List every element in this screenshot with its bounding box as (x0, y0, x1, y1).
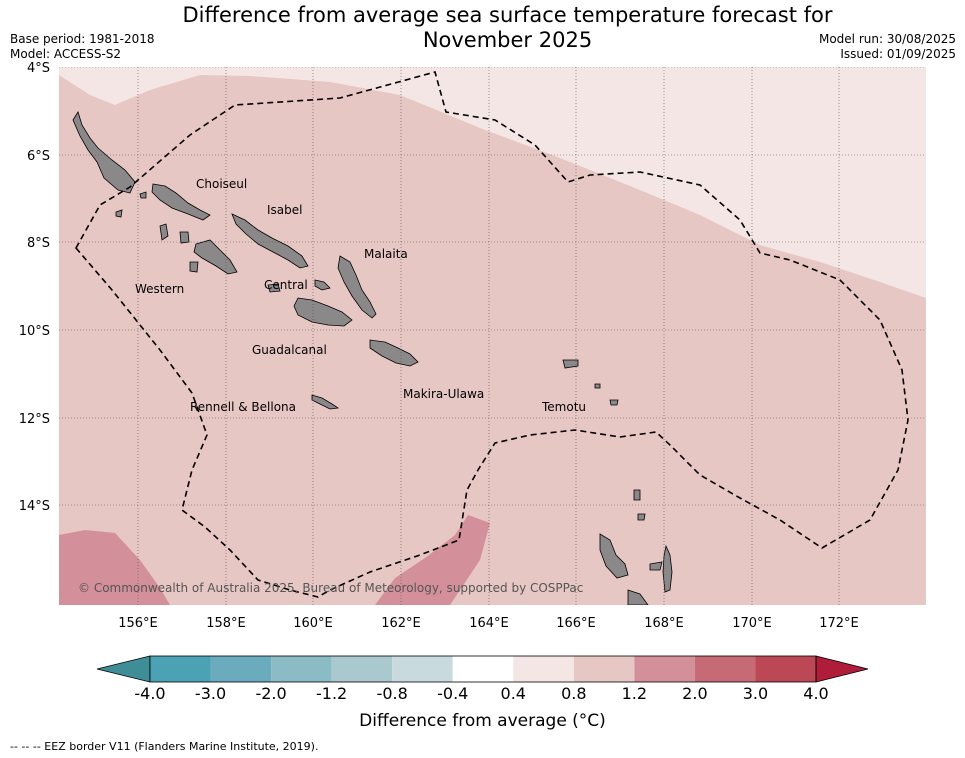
colorbar-segment (755, 656, 816, 682)
island-florida (314, 279, 331, 291)
colorbar-segment (271, 656, 332, 682)
colorbar-tick-label: -0.4 (437, 684, 468, 703)
metadata-left: Base period: 1981-2018 Model: ACCESS-S2 (10, 32, 155, 62)
latitude-labels: 4°S 6°S 8°S 10°S 12°S 14°S (19, 61, 50, 514)
colorbar-title: Difference from average (°C) (359, 711, 606, 731)
colorbar: -4.0 -3.0 -2.0 -1.2 -0.8 -0.4 0.4 0.8 1.2 2.0 3.0 4… (96, 655, 869, 703)
map-title: Difference from average sea surface temp… (150, 3, 865, 53)
map-area: © Commonwealth of Australia 2025, Bureau… (59, 67, 926, 605)
colorbar-tick-label: 2.0 (682, 684, 707, 703)
title-line-2: November 2025 (422, 28, 593, 52)
island-isabel (231, 213, 309, 269)
region-label-rennell-bellona: Rennell & Bellona (190, 400, 296, 414)
lat-tick-label: 4°S (27, 61, 50, 76)
region-label-malaita: Malaita (364, 247, 408, 261)
island-makira (369, 339, 419, 367)
colorbar-tick-label: 0.4 (501, 684, 526, 703)
island-banks (633, 489, 641, 501)
region-label-isabel: Isabel (267, 203, 302, 217)
lon-tick-label: 162°E (381, 616, 421, 631)
lat-tick-label: 12°S (19, 412, 50, 427)
lat-tick-label: 6°S (27, 149, 50, 164)
island-temotu-small2 (609, 399, 619, 406)
island-malaita (337, 255, 377, 319)
region-labels: Choiseul Isabel Malaita Western Central … (135, 177, 586, 414)
colorbar-segment (634, 656, 695, 682)
island-temotu-small (594, 383, 601, 389)
lon-tick-label: 160°E (293, 616, 333, 631)
eez-legend-note: -- -- -- EEZ border V11 (Flanders Marine… (10, 740, 319, 753)
island-choiseul (151, 183, 211, 221)
colorbar-tick-label: -0.8 (377, 684, 408, 703)
island-torres (637, 513, 646, 521)
lon-tick-label: 168°E (644, 616, 684, 631)
copyright-notice: © Commonwealth of Australia 2025, Bureau… (78, 581, 583, 595)
colorbar-tick-label: 4.0 (803, 684, 828, 703)
colorbar-tick-label: -3.0 (195, 684, 226, 703)
island-rendova (189, 261, 199, 273)
lon-tick-label: 158°E (206, 616, 246, 631)
colorbar-extend-low (96, 655, 151, 683)
land-masses (72, 111, 673, 605)
anomaly-field-1p2-2p0-east (375, 515, 490, 605)
issued-date: Issued: 01/09/2025 (840, 47, 956, 61)
title-line-1: Difference from average sea surface temp… (182, 3, 833, 27)
island-kolombangara (179, 231, 190, 244)
anomaly-field-1p2-2p0-west (59, 530, 170, 605)
colorbar-tick-label: 0.8 (561, 684, 586, 703)
colorbar-tick-label: -4.0 (134, 684, 165, 703)
metadata-right: Model run: 30/08/2025 Issued: 01/09/2025 (819, 32, 956, 62)
colorbar-segment (210, 656, 272, 682)
lon-tick-label: 164°E (469, 616, 509, 631)
anomaly-field-0p4-0p8 (59, 67, 926, 298)
region-label-central: Central (264, 278, 308, 292)
colorbar-segment (392, 656, 453, 682)
model-name: Model: ACCESS-S2 (10, 47, 122, 61)
colorbar-extend-high (815, 655, 869, 683)
island-guadalcanal (293, 297, 353, 327)
island-vanuatu-espiritu (599, 533, 629, 579)
lon-tick-label: 172°E (819, 616, 859, 631)
colorbar-segment (573, 656, 635, 682)
island-vanuatu-small (649, 561, 663, 571)
island-vella-lavella (159, 223, 169, 241)
lat-tick-label: 8°S (27, 236, 50, 251)
base-period: Base period: 1981-2018 (10, 32, 155, 46)
island-vanuatu-south (627, 589, 649, 605)
region-label-choiseul: Choiseul (196, 177, 247, 191)
island-rennell (311, 394, 340, 410)
colorbar-outline (149, 655, 817, 683)
region-label-makira-ulawa: Makira-Ulawa (403, 387, 484, 401)
colorbar-segment (452, 656, 514, 682)
lon-tick-label: 156°E (118, 616, 158, 631)
colorbar-segment (694, 656, 756, 682)
graticule (59, 67, 926, 605)
colorbar-tick-label: 3.0 (743, 684, 768, 703)
colorbar-segment (513, 656, 574, 682)
colorbar-tick-label: -2.0 (255, 684, 286, 703)
lat-tick-label: 14°S (19, 499, 50, 514)
longitude-labels: 156°E 158°E 160°E 162°E 164°E 166°E 168°… (118, 616, 859, 631)
island-temotu-nendo (562, 359, 579, 369)
lat-tick-label: 10°S (19, 324, 50, 339)
lon-tick-label: 166°E (556, 616, 596, 631)
island-small-nw (115, 209, 123, 218)
colorbar-segment (150, 656, 211, 682)
island-small-nw2 (139, 191, 147, 199)
colorbar-tick-label: 1.2 (622, 684, 647, 703)
region-label-western: Western (135, 282, 184, 296)
region-label-guadalcanal: Guadalcanal (252, 343, 327, 357)
colorbar-segment (331, 656, 393, 682)
lon-tick-label: 170°E (732, 616, 772, 631)
island-central-small (267, 283, 281, 293)
model-run: Model run: 30/08/2025 (818, 32, 956, 46)
island-vanuatu-malekula (662, 544, 673, 593)
eez-border (75, 71, 909, 598)
colorbar-tick-label: -1.2 (316, 684, 347, 703)
region-label-temotu: Temotu (541, 400, 586, 414)
